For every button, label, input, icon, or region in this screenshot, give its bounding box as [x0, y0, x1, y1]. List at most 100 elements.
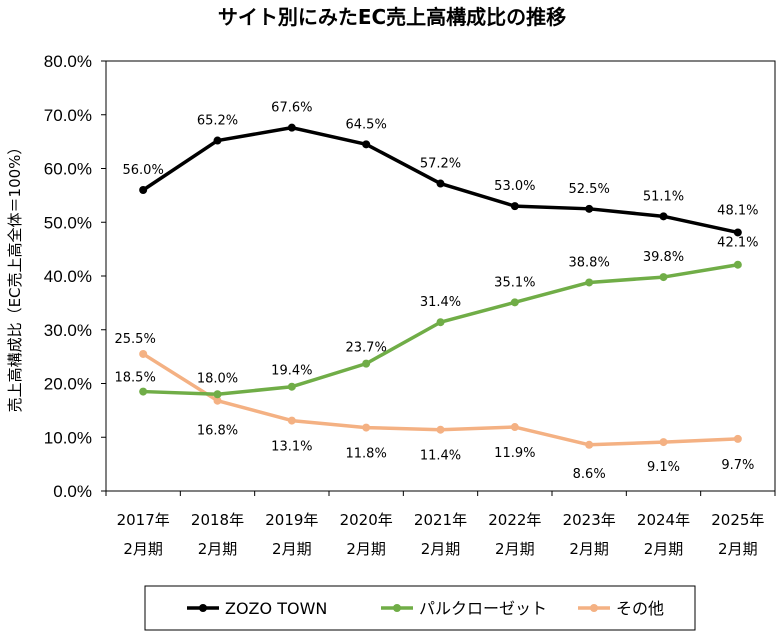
- data-point: [585, 440, 594, 449]
- data-label: 48.1%: [717, 203, 758, 218]
- x-tick-label: 2022年: [488, 511, 541, 529]
- y-tick-label: 30.0%: [44, 321, 92, 340]
- data-label: 9.1%: [647, 460, 680, 475]
- x-tick-label: 2月期: [421, 540, 461, 558]
- data-label: 11.9%: [494, 446, 535, 461]
- legend-swatch-marker: [199, 604, 207, 612]
- data-point: [287, 416, 296, 425]
- x-tick-label: 2月期: [718, 540, 758, 558]
- data-label: 53.0%: [494, 179, 535, 194]
- data-label: 11.8%: [346, 447, 387, 462]
- data-point: [733, 434, 742, 443]
- data-point: [436, 318, 445, 327]
- data-label: 65.2%: [197, 114, 238, 129]
- data-label: 23.7%: [346, 341, 387, 356]
- legend-label: その他: [616, 599, 664, 618]
- y-tick-label: 40.0%: [44, 267, 92, 286]
- x-tick-label: 2月期: [495, 540, 535, 558]
- y-tick-label: 20.0%: [44, 375, 92, 394]
- data-label: 31.4%: [420, 295, 461, 310]
- x-tick-label: 2021年: [414, 511, 467, 529]
- data-label: 64.5%: [346, 117, 387, 132]
- data-point: [585, 204, 594, 213]
- data-point: [436, 425, 445, 434]
- y-axis-label: 売上高構成比（EC売上高全体＝100%）: [6, 140, 24, 413]
- chart-title: サイト別にみたEC売上高構成比の推移: [218, 5, 566, 29]
- data-point: [510, 423, 519, 432]
- data-label: 13.1%: [271, 440, 312, 455]
- y-tick-label: 10.0%: [44, 428, 92, 447]
- legend-swatch-marker: [393, 604, 401, 612]
- data-label: 11.4%: [420, 449, 461, 464]
- series: [139, 123, 742, 237]
- x-tick-label: 2025年: [711, 511, 764, 529]
- data-label: 19.4%: [271, 364, 312, 379]
- data-label: 42.1%: [717, 236, 758, 251]
- series-layer: [139, 123, 742, 449]
- data-point: [287, 123, 296, 132]
- data-point: [362, 359, 371, 368]
- data-label: 38.8%: [569, 255, 610, 270]
- series: [139, 260, 742, 399]
- data-label: 9.7%: [721, 458, 754, 473]
- x-tick-label: 2月期: [569, 540, 609, 558]
- data-label: 18.5%: [115, 371, 156, 386]
- y-tick-label: 60.0%: [44, 160, 92, 179]
- data-point: [436, 179, 445, 188]
- data-point: [659, 273, 668, 282]
- data-point: [510, 202, 519, 211]
- x-tick-label: 2020年: [340, 511, 393, 529]
- data-point: [213, 396, 222, 405]
- data-label: 25.5%: [115, 332, 156, 347]
- data-point: [659, 212, 668, 221]
- legend-swatch-marker: [590, 604, 598, 612]
- axes: 0.0% 10.0% 20.0% 30.0% 40.0% 50.0% 60.0% 70.0% 8…: [44, 52, 776, 558]
- data-label: 35.1%: [494, 275, 535, 290]
- data-label: 56.0%: [123, 163, 164, 178]
- x-tick-label: 2019年: [265, 511, 318, 529]
- data-point: [213, 136, 222, 145]
- data-point: [213, 390, 222, 399]
- x-tick-label: 2月期: [644, 540, 684, 558]
- data-point: [362, 140, 371, 149]
- y-tick-label: 50.0%: [44, 213, 92, 232]
- data-point: [510, 298, 519, 307]
- data-label: 52.5%: [569, 182, 610, 197]
- data-point: [287, 382, 296, 391]
- data-point: [585, 278, 594, 287]
- data-labels: 56.0% 65.2% 67.6% 64.5% 57.2% 53.0% 52.5% 51.1%…: [115, 101, 759, 482]
- legend-label: ZOZO TOWN: [225, 599, 327, 618]
- y-tick-label: 70.0%: [44, 106, 92, 125]
- x-tick-label: 2月期: [198, 540, 238, 558]
- x-tick-label: 2023年: [563, 511, 616, 529]
- x-tick-label: 2024年: [637, 511, 690, 529]
- x-tick-label: 2月期: [123, 540, 163, 558]
- data-point: [733, 228, 742, 237]
- legend-label: パルクローゼット: [419, 599, 547, 618]
- legend-item: その他: [578, 599, 664, 618]
- y-tick-label: 80.0%: [44, 52, 92, 71]
- data-point: [139, 387, 148, 396]
- data-label: 39.8%: [643, 250, 684, 265]
- x-tick-label: 2月期: [346, 540, 386, 558]
- data-point: [139, 349, 148, 358]
- x-tick-label: 2018年: [191, 511, 244, 529]
- x-tick-label: 2月期: [272, 540, 312, 558]
- data-label: 16.8%: [197, 424, 238, 439]
- series: [139, 349, 742, 449]
- data-point: [362, 423, 371, 432]
- data-label: 67.6%: [271, 101, 312, 116]
- data-label: 57.2%: [420, 157, 461, 172]
- y-tick-label: 0.0%: [53, 482, 92, 501]
- legend: ZOZO TOWN パルクローゼット その他: [144, 585, 696, 631]
- legend-item: ZOZO TOWN: [187, 599, 327, 618]
- data-point: [139, 186, 148, 194]
- data-label: 8.6%: [573, 467, 606, 482]
- data-point: [659, 438, 668, 447]
- data-label: 18.0%: [197, 371, 238, 386]
- data-label: 51.1%: [643, 189, 684, 204]
- x-tick-label: 2017年: [117, 511, 170, 529]
- legend-item: パルクローゼット: [381, 599, 547, 618]
- data-point: [733, 260, 742, 269]
